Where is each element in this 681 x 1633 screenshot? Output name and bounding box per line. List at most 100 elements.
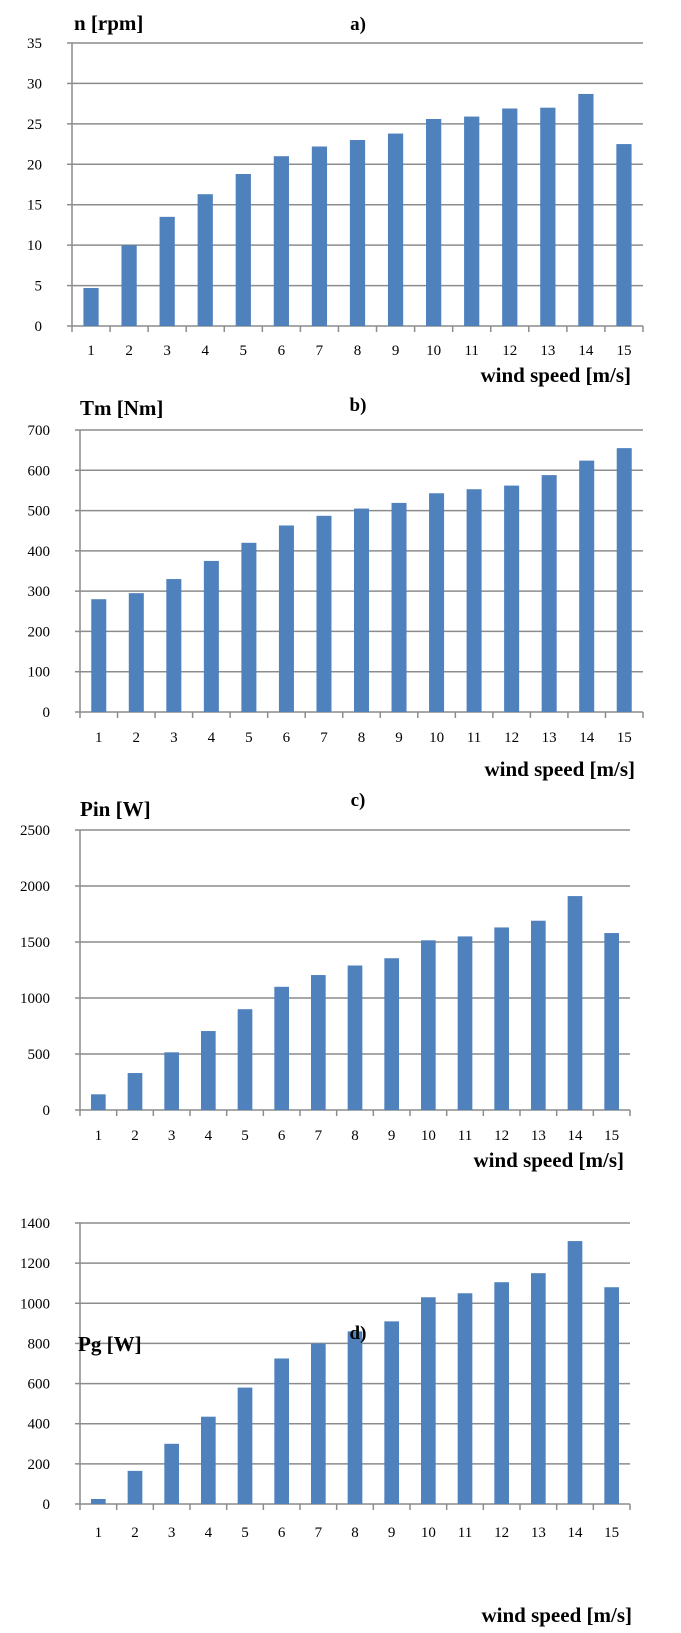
y-tick-label-3-0: 0 xyxy=(43,1497,51,1513)
bar-0-1 xyxy=(121,245,137,326)
bar-0-7 xyxy=(349,140,366,326)
bar-3-6 xyxy=(311,1343,326,1504)
bar-2-5 xyxy=(274,986,289,1110)
x-tick-label-1-6: 7 xyxy=(320,730,328,746)
x-tick-label-3-2: 3 xyxy=(168,1525,176,1541)
bar-1-14 xyxy=(616,448,632,712)
panel-label-3: d) xyxy=(350,1323,367,1344)
x-tick-label-2-7: 8 xyxy=(351,1128,359,1144)
bar-2-8 xyxy=(384,958,399,1110)
y-tick-label-1-4: 400 xyxy=(28,544,51,560)
x-tick-label-2-13: 14 xyxy=(568,1128,584,1144)
y-tick-label-3-1: 200 xyxy=(28,1457,51,1473)
bar-3-7 xyxy=(347,1331,363,1504)
bar-1-0 xyxy=(91,599,107,712)
y-tick-label-0-2: 10 xyxy=(27,238,42,254)
bar-3-9 xyxy=(421,1297,436,1504)
x-tick-label-0-14: 15 xyxy=(616,343,631,359)
x-tick-label-0-0: 1 xyxy=(87,343,95,359)
bar-0-3 xyxy=(197,194,213,326)
bar-0-0 xyxy=(83,287,99,326)
bar-0-2 xyxy=(159,216,175,326)
bar-3-12 xyxy=(531,1273,546,1504)
x-tick-label-0-2: 3 xyxy=(163,343,171,359)
bar-3-1 xyxy=(127,1470,143,1504)
x-tick-label-2-9: 10 xyxy=(421,1128,436,1144)
x-tick-label-3-14: 15 xyxy=(604,1525,619,1541)
x-tick-label-1-7: 8 xyxy=(358,730,366,746)
x-tick-label-2-14: 15 xyxy=(604,1128,619,1144)
x-tick-label-3-12: 13 xyxy=(531,1525,546,1541)
x-tick-label-3-13: 14 xyxy=(568,1525,584,1541)
x-tick-label-0-11: 12 xyxy=(502,343,517,359)
x-tick-label-1-10: 11 xyxy=(467,730,481,746)
bar-2-7 xyxy=(347,965,363,1110)
bar-3-5 xyxy=(274,1358,289,1504)
bar-2-10 xyxy=(457,936,473,1110)
bar-0-5 xyxy=(273,156,289,326)
y-tick-label-1-7: 700 xyxy=(28,423,51,439)
bar-1-8 xyxy=(391,502,407,712)
y-tick-label-2-2: 1000 xyxy=(20,991,50,1007)
x-tick-label-1-8: 9 xyxy=(395,730,403,746)
x-tick-label-2-8: 9 xyxy=(388,1128,396,1144)
x-tick-label-1-9: 10 xyxy=(429,730,444,746)
y-tick-label-3-5: 1000 xyxy=(20,1296,50,1312)
x-tick-label-3-7: 8 xyxy=(351,1525,359,1541)
bar-1-13 xyxy=(579,460,595,712)
x-tick-label-3-3: 4 xyxy=(205,1525,213,1541)
bar-1-10 xyxy=(466,489,482,712)
bar-1-6 xyxy=(316,515,332,712)
x-tick-label-3-9: 10 xyxy=(421,1525,436,1541)
y-tick-label-3-2: 400 xyxy=(28,1417,51,1433)
bar-1-12 xyxy=(541,475,557,712)
y-tick-label-1-5: 500 xyxy=(28,504,51,520)
x-tick-label-0-4: 5 xyxy=(240,343,248,359)
panel-label-1: b) xyxy=(350,395,367,416)
bar-1-5 xyxy=(278,525,294,712)
x-tick-label-0-9: 10 xyxy=(426,343,441,359)
y-tick-label-1-0: 0 xyxy=(43,705,51,721)
bar-1-1 xyxy=(128,593,144,712)
y-axis-title-3: Pg [W] xyxy=(78,1332,142,1356)
x-tick-label-2-1: 2 xyxy=(131,1128,139,1144)
x-tick-label-2-2: 3 xyxy=(168,1128,176,1144)
y-axis-title-2: Pin [W] xyxy=(80,797,151,821)
x-tick-label-1-11: 12 xyxy=(504,730,519,746)
bar-2-11 xyxy=(494,927,509,1110)
x-tick-label-0-12: 13 xyxy=(540,343,555,359)
y-tick-label-3-3: 600 xyxy=(28,1377,51,1393)
x-axis-title-2: wind speed [m/s] xyxy=(473,1148,624,1172)
bar-0-13 xyxy=(578,93,594,326)
bar-0-14 xyxy=(616,144,632,326)
bar-1-2 xyxy=(166,579,182,712)
bar-2-4 xyxy=(237,1009,253,1110)
bar-1-9 xyxy=(429,493,445,712)
x-tick-label-3-1: 2 xyxy=(131,1525,139,1541)
bar-1-4 xyxy=(241,542,257,712)
x-tick-label-2-12: 13 xyxy=(531,1128,546,1144)
x-tick-label-0-10: 11 xyxy=(464,343,478,359)
y-tick-label-2-0: 0 xyxy=(43,1103,51,1119)
y-tick-label-1-2: 200 xyxy=(28,624,51,640)
x-tick-label-2-0: 1 xyxy=(95,1128,103,1144)
y-tick-label-0-1: 5 xyxy=(35,279,43,295)
x-tick-label-3-10: 11 xyxy=(458,1525,472,1541)
x-tick-label-0-6: 7 xyxy=(316,343,324,359)
x-tick-label-1-2: 3 xyxy=(170,730,178,746)
x-tick-label-1-0: 1 xyxy=(95,730,103,746)
x-tick-label-1-13: 14 xyxy=(579,730,595,746)
x-tick-label-1-1: 2 xyxy=(133,730,141,746)
x-tick-label-0-13: 14 xyxy=(578,343,594,359)
x-tick-label-0-5: 6 xyxy=(278,343,286,359)
y-tick-label-0-0: 0 xyxy=(35,319,43,335)
bar-3-0 xyxy=(91,1498,106,1504)
x-tick-label-2-3: 4 xyxy=(205,1128,213,1144)
y-tick-label-1-6: 600 xyxy=(28,463,51,479)
x-tick-label-0-7: 8 xyxy=(354,343,362,359)
bar-3-14 xyxy=(604,1287,619,1504)
x-tick-label-1-4: 5 xyxy=(245,730,253,746)
y-tick-label-0-3: 15 xyxy=(27,198,42,214)
y-tick-label-2-4: 2000 xyxy=(20,879,50,895)
